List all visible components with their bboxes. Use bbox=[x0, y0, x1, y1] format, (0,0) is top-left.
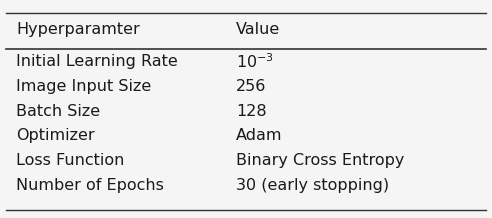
Text: Value: Value bbox=[236, 22, 280, 37]
Text: Number of Epochs: Number of Epochs bbox=[16, 178, 164, 193]
Text: 256: 256 bbox=[236, 79, 267, 94]
Text: Initial Learning Rate: Initial Learning Rate bbox=[16, 54, 178, 69]
Text: Hyperparamter: Hyperparamter bbox=[16, 22, 140, 37]
Text: Loss Function: Loss Function bbox=[16, 153, 124, 168]
Text: Batch Size: Batch Size bbox=[16, 104, 100, 119]
Text: 128: 128 bbox=[236, 104, 267, 119]
Text: Optimizer: Optimizer bbox=[16, 128, 94, 143]
Text: Image Input Size: Image Input Size bbox=[16, 79, 152, 94]
Text: $10^{-3}$: $10^{-3}$ bbox=[236, 52, 274, 71]
Text: 30 (early stopping): 30 (early stopping) bbox=[236, 178, 389, 193]
Text: Adam: Adam bbox=[236, 128, 283, 143]
Text: Binary Cross Entropy: Binary Cross Entropy bbox=[236, 153, 404, 168]
